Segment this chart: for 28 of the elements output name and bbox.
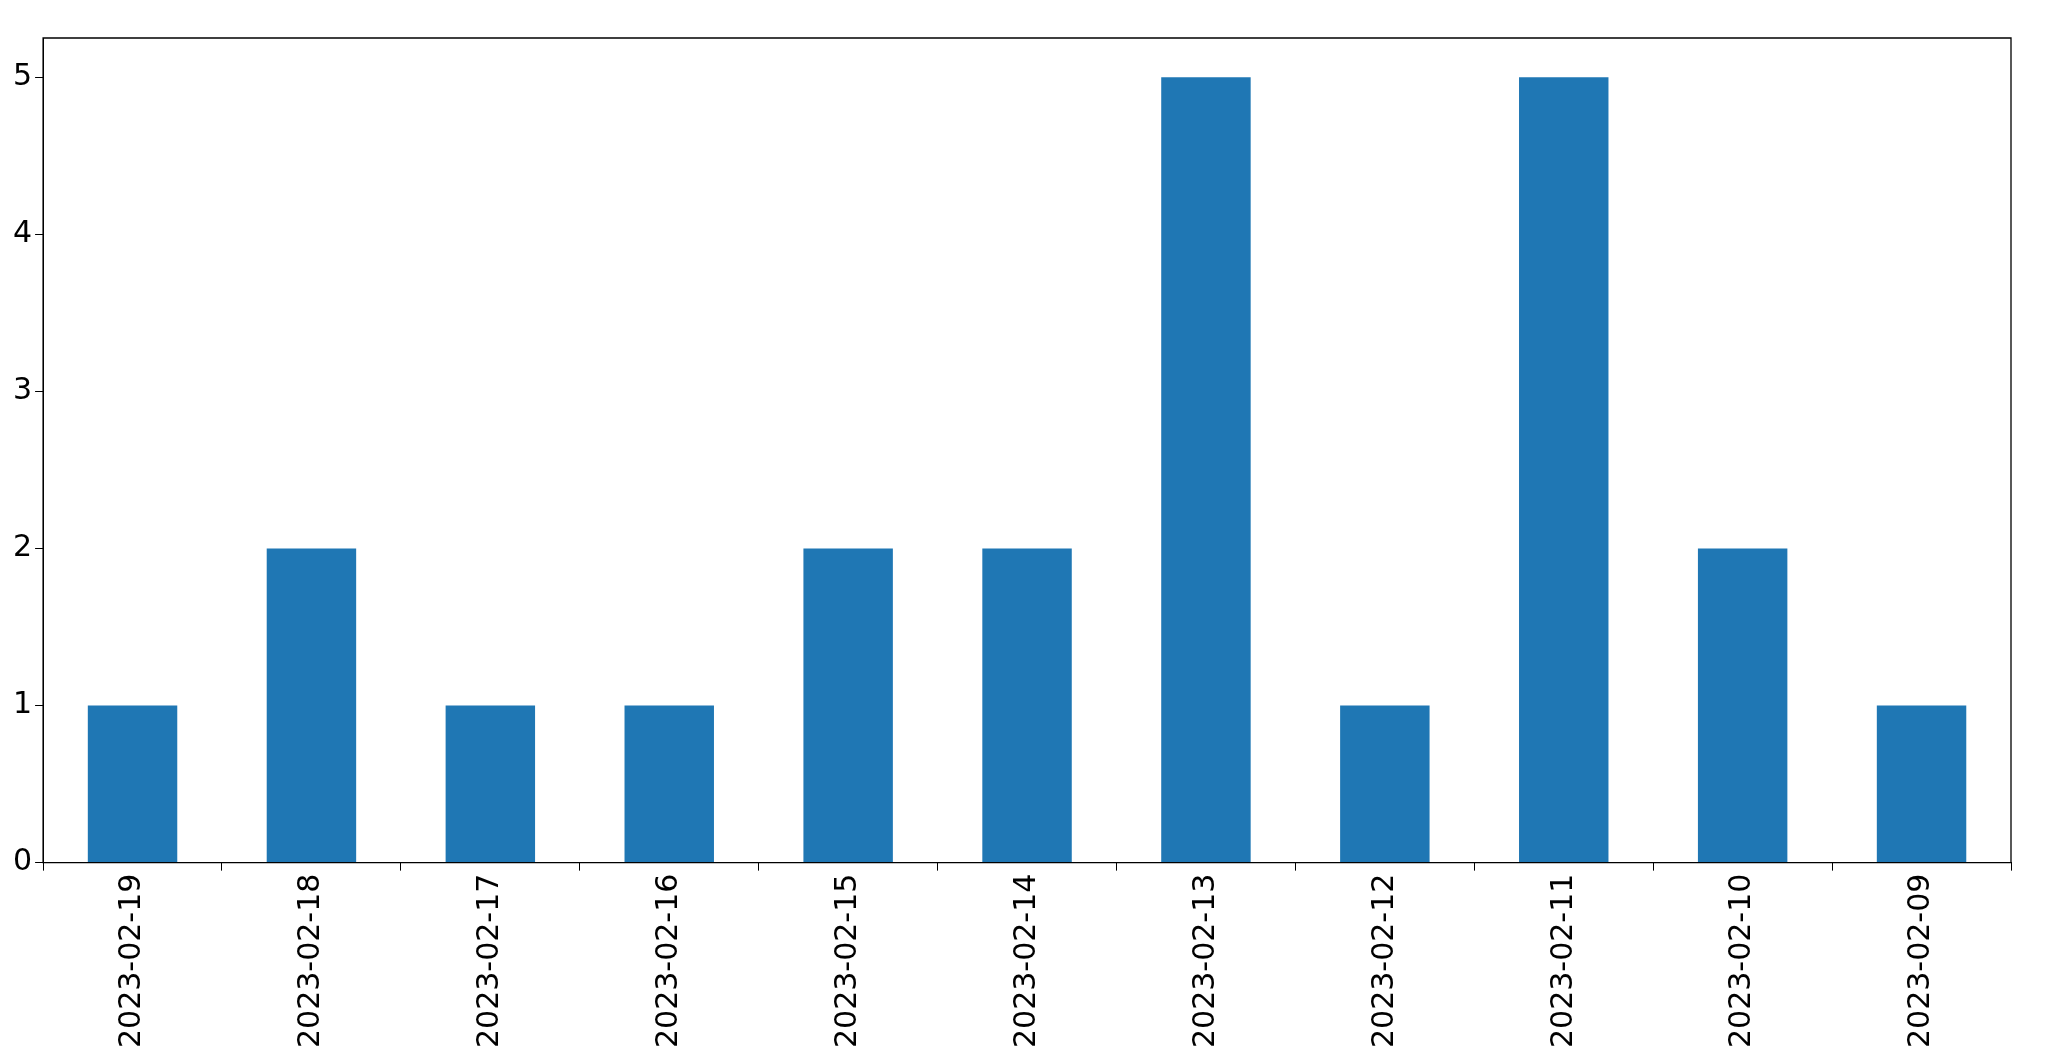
y-tick-label: 4 (12, 214, 33, 250)
bar (445, 705, 536, 863)
x-tick-label: 2023-02-16 (649, 873, 685, 1049)
bar (624, 705, 714, 863)
x-tick-label: 2023-02-13 (1185, 873, 1221, 1049)
bar (266, 548, 357, 863)
y-tick-label: 3 (12, 371, 33, 407)
bar (803, 548, 893, 863)
x-tick-label: 2023-02-19 (112, 873, 148, 1049)
x-tick-label: 2023-02-10 (1722, 873, 1758, 1049)
bar (1697, 548, 1788, 863)
x-tick-label: 2023-02-12 (1364, 873, 1400, 1049)
bar (87, 705, 178, 863)
x-tick-label: 2023-02-14 (1006, 873, 1042, 1049)
bar (1876, 705, 1967, 863)
y-tick-label: 0 (12, 842, 33, 878)
x-tick-label: 2023-02-09 (1901, 873, 1937, 1049)
x-tick-label: 2023-02-11 (1543, 873, 1579, 1049)
x-tick-label: 2023-02-15 (827, 873, 863, 1049)
bar (982, 548, 1072, 863)
x-tick-label: 2023-02-18 (291, 873, 327, 1049)
x-tick-label: 2023-02-17 (470, 873, 506, 1049)
bar (1340, 705, 1430, 863)
bar (1161, 77, 1251, 863)
y-tick-label: 1 (12, 685, 33, 721)
bar (1519, 77, 1609, 863)
y-tick-label: 2 (12, 528, 33, 564)
y-tick-label: 5 (12, 57, 33, 93)
